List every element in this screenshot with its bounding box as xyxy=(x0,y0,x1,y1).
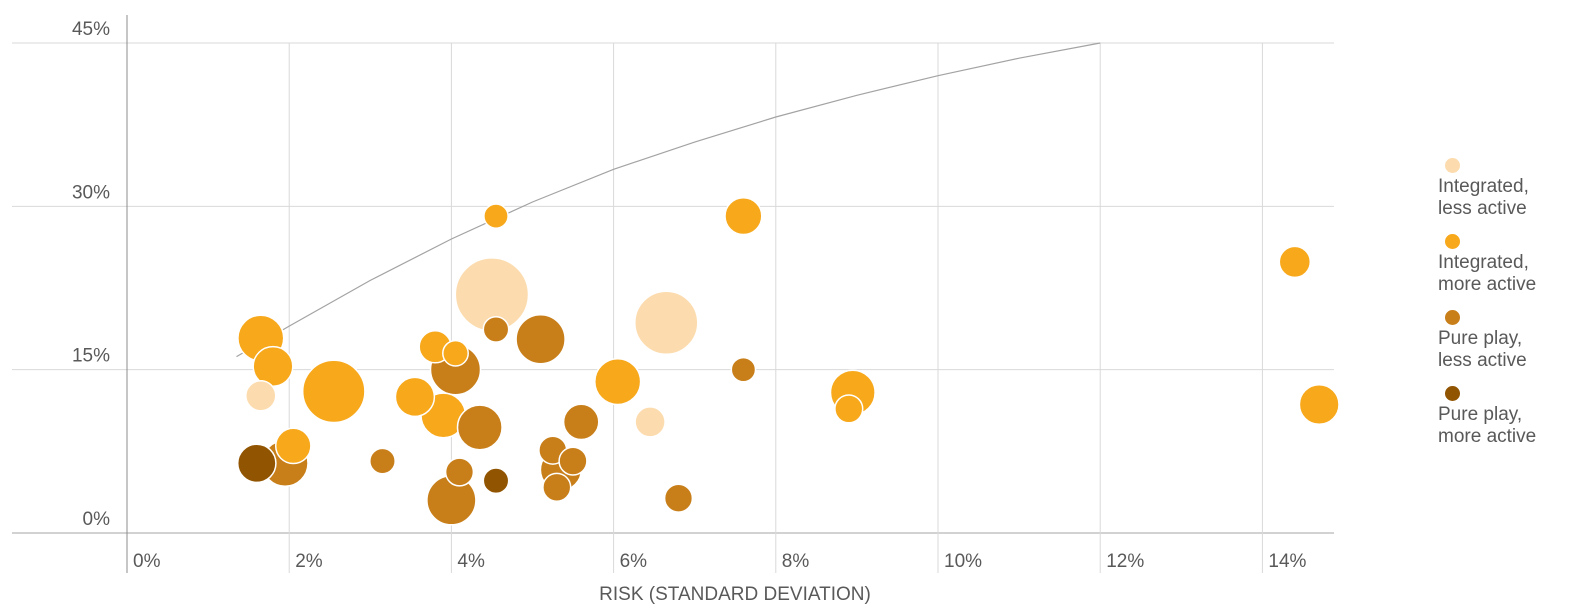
x-tick-label: 0% xyxy=(133,551,161,572)
x-tick-label: 14% xyxy=(1268,551,1306,572)
bubble-series-3 xyxy=(730,356,757,383)
bubble-series-3 xyxy=(456,404,503,451)
bubble-series-3 xyxy=(369,447,396,475)
x-tick-label: 2% xyxy=(295,551,323,572)
legend-swatch xyxy=(1445,310,1460,325)
bubble-series-2 xyxy=(483,203,509,229)
y-tick-label: 45% xyxy=(72,19,110,40)
x-tick-label: 4% xyxy=(457,551,485,572)
bubbles xyxy=(236,196,1340,526)
x-axis-title: RISK (STANDARD DEVIATION) xyxy=(599,584,871,605)
legend-label: Integrated, less active xyxy=(1438,176,1529,219)
x-tick-label: 8% xyxy=(782,551,810,572)
bubble-series-4 xyxy=(482,467,510,495)
bubble-series-2 xyxy=(394,376,436,418)
legend-item: Integrated, less active xyxy=(1438,158,1584,220)
bubble-series-2 xyxy=(442,339,469,367)
bubble-series-3 xyxy=(482,315,510,343)
legend-label: Pure play, less active xyxy=(1438,328,1527,371)
gridlines xyxy=(12,15,1334,573)
legend-label: Integrated, more active xyxy=(1438,252,1537,295)
bubble-series-2 xyxy=(724,196,763,236)
legend-item: Integrated, more active xyxy=(1438,234,1584,296)
legend-swatch xyxy=(1445,386,1460,401)
bubble-series-3 xyxy=(663,483,694,513)
x-tick-label: 10% xyxy=(944,551,982,572)
bubble-series-4 xyxy=(236,443,277,484)
frontier-line xyxy=(236,42,1101,358)
bubble-series-1 xyxy=(634,290,699,356)
bubble-series-3 xyxy=(562,403,600,441)
bubble-series-3 xyxy=(515,313,566,365)
x-axis-ticks: 0% 2% 4% 6% 8% 10% 12% 14% xyxy=(133,551,1307,572)
bubble-series-3 xyxy=(542,472,572,502)
y-axis-ticks: 0% 15% 30% 45% xyxy=(72,19,110,530)
legend-item: Pure play, more active xyxy=(1438,386,1584,448)
legend: Integrated, less active Integrated, more … xyxy=(1438,158,1584,462)
legend-swatch xyxy=(1445,158,1460,173)
bubble-series-3 xyxy=(444,457,475,487)
legend-item: Pure play, less active xyxy=(1438,310,1584,372)
legend-swatch xyxy=(1445,234,1460,249)
bubble-series-1 xyxy=(245,380,277,412)
y-tick-label: 30% xyxy=(72,182,110,203)
bubble-series-2 xyxy=(1278,245,1312,279)
y-tick-label: 15% xyxy=(72,346,110,367)
bubble-chart: 0% 15% 30% 45% 0% 2% 4% 6% 8% 10% 12% 14% RISK (ST… xyxy=(12,15,1340,605)
bubble-series-2 xyxy=(274,427,312,465)
bubble-series-2 xyxy=(1298,383,1340,426)
x-tick-label: 6% xyxy=(620,551,648,572)
x-tick-label: 12% xyxy=(1106,551,1144,572)
frontier-curve xyxy=(236,42,1101,358)
legend-label: Pure play, more active xyxy=(1438,404,1537,447)
bubble-series-1 xyxy=(634,406,666,438)
bubble-series-2 xyxy=(301,359,366,424)
y-tick-label: 0% xyxy=(83,509,111,530)
bubble-series-3 xyxy=(558,446,588,476)
bubble-series-2 xyxy=(594,357,642,406)
bubble-series-2 xyxy=(834,394,864,424)
